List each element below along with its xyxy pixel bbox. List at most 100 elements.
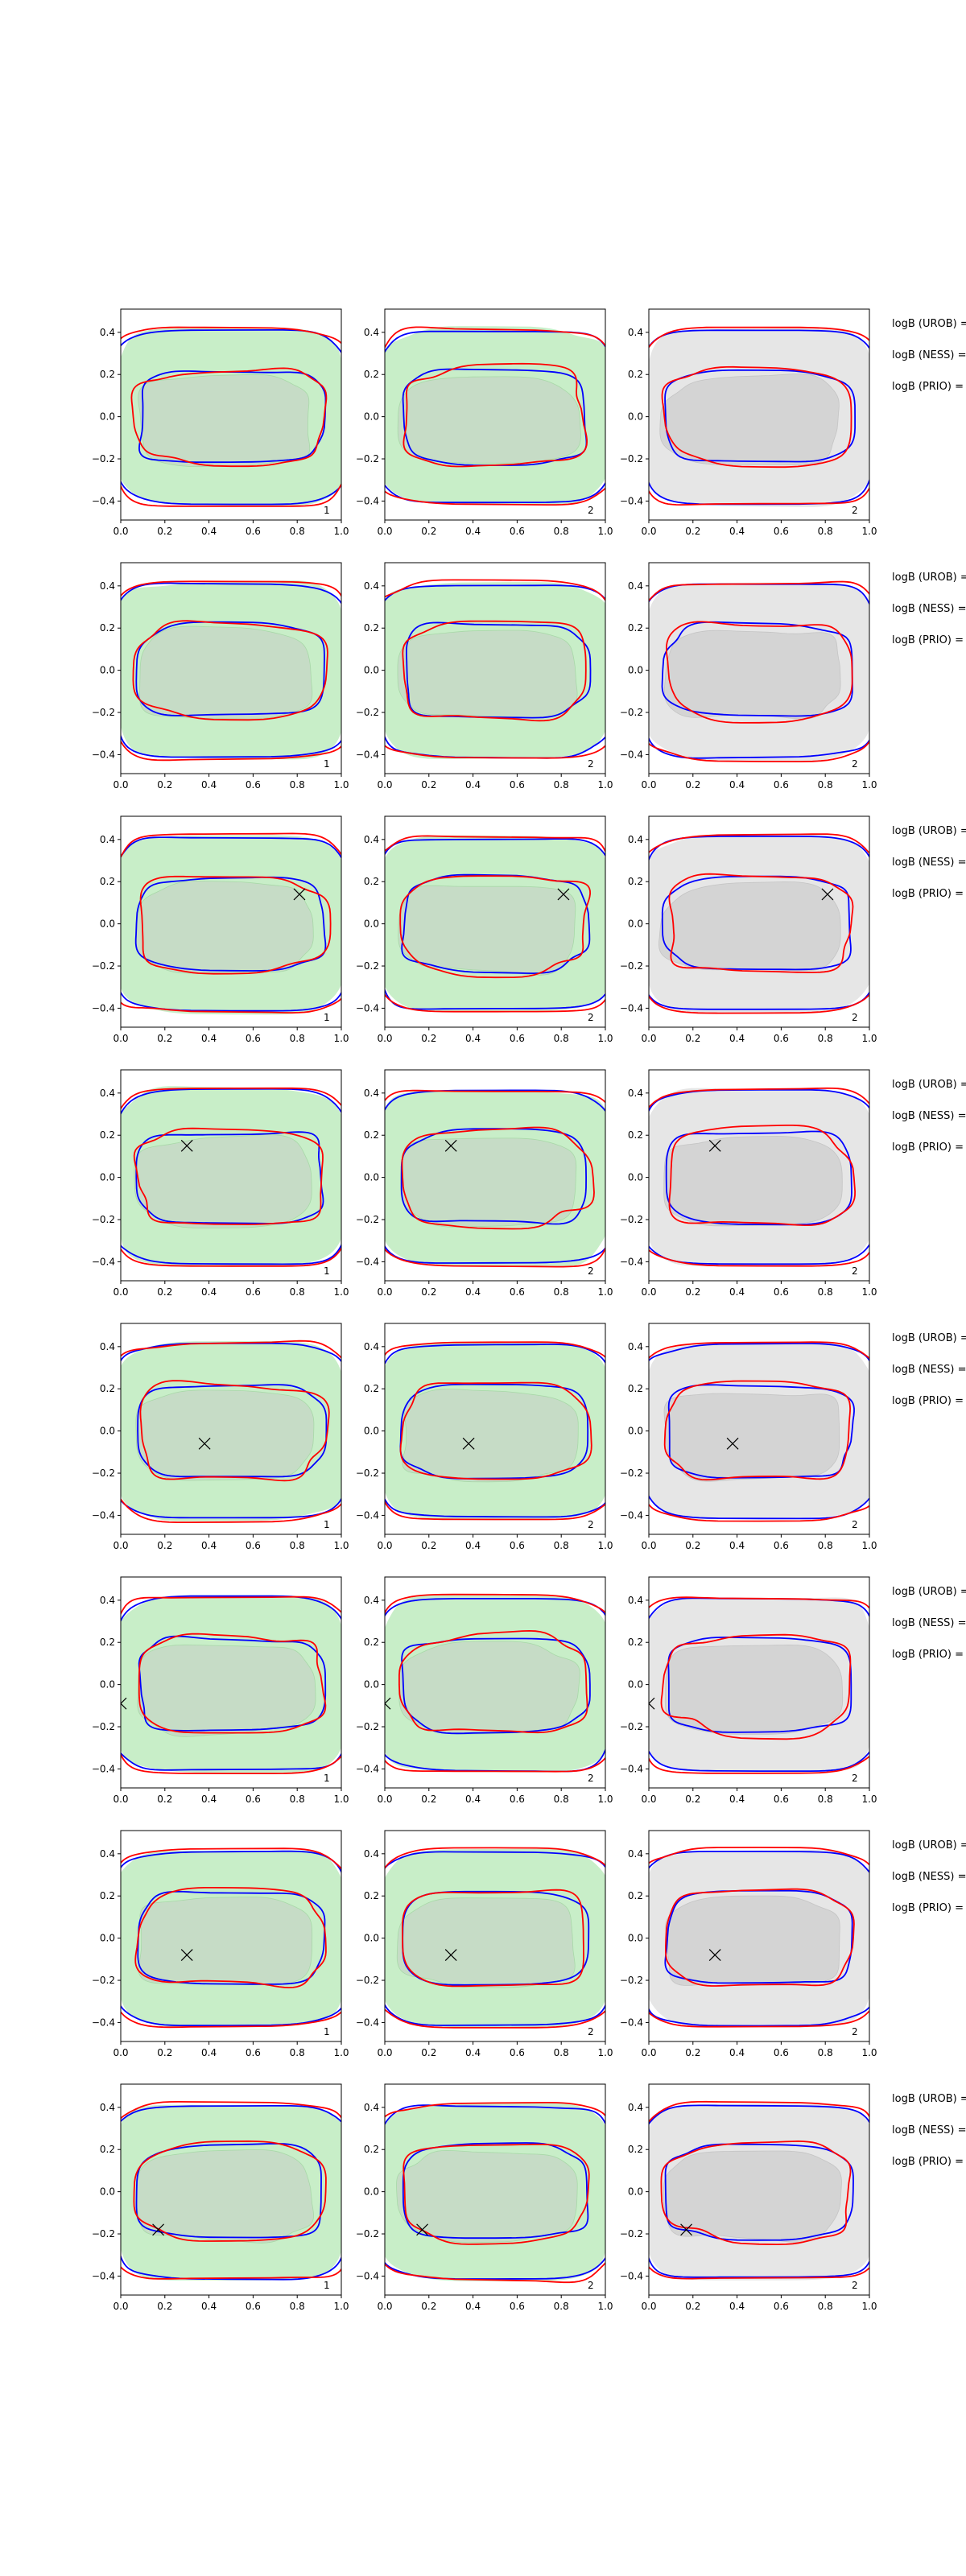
red-contour-outer: [385, 1593, 605, 1773]
y-tick-label: 0.0: [100, 2186, 115, 2198]
y-tick-label: 0.4: [100, 1088, 115, 1099]
row-annotation: logB (NESS) =: [892, 349, 966, 361]
x-tick-label: 0.4: [729, 779, 745, 791]
red-contour-inner: [139, 875, 332, 975]
x-tick-label: 0.2: [421, 1794, 436, 1805]
x-tick-label: 0.6: [246, 1033, 261, 1044]
density-fill-inner: [665, 1895, 840, 1986]
density-fill-inner: [659, 374, 840, 465]
axes-frame: [384, 815, 606, 1028]
x-tick-label: 0.8: [818, 526, 833, 537]
panel-r7-c1: 1 0.0 0.2 0.4 0.6 0.8 1.0 −0.4 −0.2 0.0 0.2 0.4: [92, 1830, 349, 2058]
x-tick-label: 0.8: [554, 526, 569, 537]
x-tick-label: 0.6: [774, 779, 789, 791]
x-tick-label: 0.2: [421, 526, 436, 537]
x-tick-label: 0.6: [246, 526, 261, 537]
y-tick-label: −0.2: [620, 1468, 643, 1479]
x-tick-label: 0.8: [290, 1286, 305, 1298]
y-tick-label: −0.2: [356, 1721, 379, 1732]
row-annotation: logB (UROB) =: [892, 1839, 966, 1852]
panel-label: 2: [588, 1519, 594, 1530]
y-tick-label: 0.0: [628, 1679, 643, 1690]
x-tick-label: 0.0: [113, 2047, 128, 2058]
x-tick-label: 0.0: [377, 1540, 392, 1551]
x-tick-label: 0.8: [818, 2047, 833, 2058]
axes-frame: [120, 1576, 342, 1789]
x-tick-label: 0.6: [774, 2047, 789, 2058]
x-tick-label: 1.0: [861, 2301, 877, 2312]
x-tick-label: 0.6: [774, 1286, 789, 1298]
x-tick-label: 0.4: [465, 1286, 481, 1298]
density-fill-inner: [398, 1641, 580, 1735]
row-annotation: logB (NESS) =: [892, 2124, 966, 2136]
axes-frame: [120, 1830, 342, 2042]
axes-frame: [384, 2083, 606, 2296]
y-tick-label: −0.4: [620, 2270, 643, 2281]
x-marker: [462, 1437, 475, 1450]
panel-label: 2: [852, 505, 858, 516]
y-tick-label: 0.2: [364, 1890, 379, 1901]
panel-r1-c1: 1 0.0 0.2 0.4 0.6 0.8 1.0 −0.4 −0.2 0.0 0.2 0.4: [92, 308, 349, 537]
panel-r4-c1: 1 0.0 0.2 0.4 0.6 0.8 1.0 −0.4 −0.2 0.0 0.2 0.4: [92, 1069, 349, 1298]
x-tick-label: 0.6: [510, 779, 525, 791]
x-tick-label: 0.8: [554, 779, 569, 791]
y-tick-label: 0.2: [628, 1383, 643, 1394]
x-tick-label: 0.4: [465, 779, 481, 791]
panel-r5-c1: 1 0.0 0.2 0.4 0.6 0.8 1.0 −0.4 −0.2 0.0 0.2 0.4: [92, 1323, 349, 1551]
y-tick-label: 0.4: [364, 580, 379, 592]
y-tick-label: −0.4: [620, 1763, 643, 1774]
red-contour-inner: [138, 1633, 327, 1734]
panel-label: 1: [324, 1012, 330, 1023]
x-tick-label: 0.6: [774, 1033, 789, 1044]
x-marker: [708, 1949, 721, 1962]
x-tick-label: 1.0: [597, 779, 613, 791]
x-marker: [180, 1139, 193, 1152]
y-tick-label: −0.4: [620, 1256, 643, 1267]
panel-label: 2: [588, 505, 594, 516]
x-tick-label: 1.0: [597, 1033, 613, 1044]
x-tick-label: 0.8: [554, 1033, 569, 1044]
y-tick-label: 0.0: [100, 1172, 115, 1183]
x-tick-label: 0.0: [113, 1286, 128, 1298]
y-tick-label: 0.0: [364, 1933, 379, 1944]
x-tick-label: 0.2: [685, 1033, 700, 1044]
y-tick-label: 0.2: [100, 622, 115, 634]
axes-frame: [648, 562, 870, 774]
row-annotation: logB (PRIO) =: [892, 381, 964, 393]
x-tick-label: 0.6: [510, 1286, 525, 1298]
blue-contour-outer: [385, 838, 605, 1010]
x-tick-label: 0.6: [774, 2301, 789, 2312]
red-contour-inner: [663, 1380, 852, 1481]
red-contour-inner: [668, 1125, 857, 1227]
blue-contour-outer: [649, 1851, 869, 2027]
y-tick-label: −0.2: [92, 960, 115, 972]
density-fill-inner: [658, 881, 841, 972]
blue-contour-inner: [664, 369, 856, 463]
blue-contour-outer: [649, 2104, 869, 2278]
x-tick-label: 1.0: [861, 2047, 877, 2058]
axes-frame: [384, 1069, 606, 1282]
blue-contour-outer: [385, 584, 605, 759]
y-tick-label: −0.4: [620, 749, 643, 760]
x-tick-label: 1.0: [333, 1033, 349, 1044]
y-tick-label: 0.4: [100, 834, 115, 845]
blue-contour-inner: [135, 1131, 324, 1224]
panel-r6-c2: 2 0.0 0.2 0.4 0.6 0.8 1.0 −0.4 −0.2 0.0 0.2 0.4: [356, 1576, 613, 1805]
x-tick-label: 1.0: [861, 779, 877, 791]
x-tick-label: 0.6: [774, 1794, 789, 1805]
panel-label: 1: [324, 1773, 330, 1784]
row-annotation: logB (PRIO) =: [892, 634, 964, 646]
row-annotation: logB (NESS) =: [892, 857, 966, 869]
row-annotation: logB (UROB) =: [892, 1332, 966, 1344]
panel-r3-c3: 2 0.0 0.2 0.4 0.6 0.8 1.0 −0.4 −0.2 0.0 0.2 0.4: [620, 815, 877, 1044]
panel-r5-c3: 2 0.0 0.2 0.4 0.6 0.8 1.0 −0.4 −0.2 0.0 0.2 0.4: [620, 1323, 877, 1551]
blue-contour-outer: [649, 1597, 869, 1772]
blue-contour-outer: [121, 1595, 341, 1771]
x-tick-label: 1.0: [861, 1540, 877, 1551]
x-tick-label: 0.8: [818, 2301, 833, 2312]
x-tick-label: 0.4: [465, 1033, 481, 1044]
x-tick-label: 0.4: [729, 1540, 745, 1551]
y-tick-label: −0.2: [92, 2228, 115, 2240]
red-contour-outer: [649, 1087, 869, 1267]
x-marker: [649, 1697, 655, 1710]
